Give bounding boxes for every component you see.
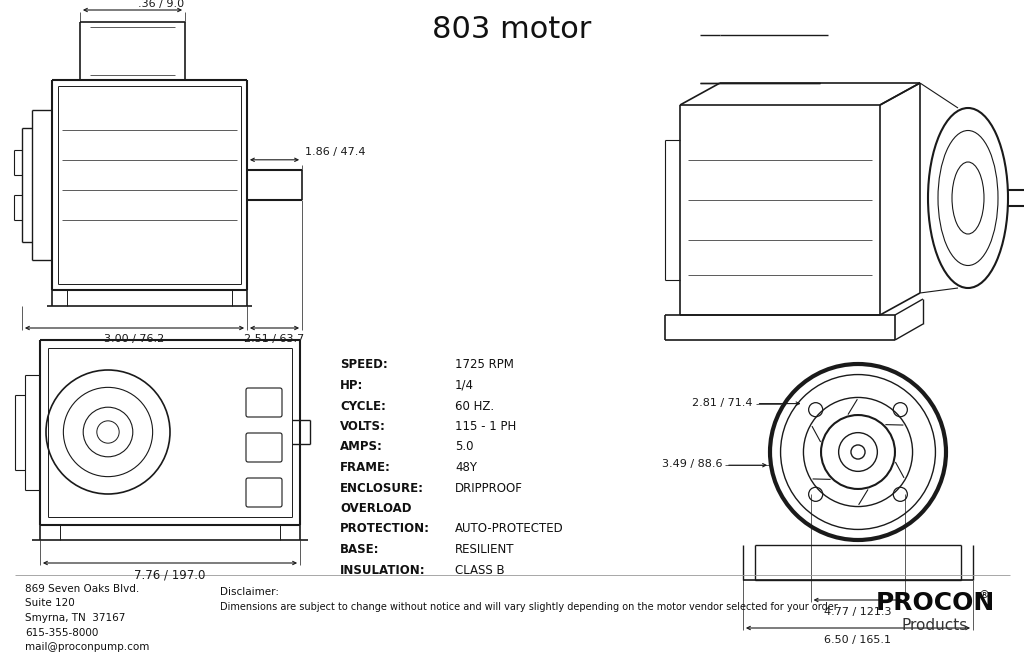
Text: 3.49 / 88.6: 3.49 / 88.6: [662, 459, 722, 469]
Text: BASE:: BASE:: [340, 543, 380, 556]
Text: AMPS:: AMPS:: [340, 440, 383, 453]
Text: 1.86 / 47.4: 1.86 / 47.4: [305, 147, 366, 157]
Text: AUTO-PROTECTED: AUTO-PROTECTED: [455, 522, 564, 536]
Text: 5.0: 5.0: [455, 440, 473, 453]
Text: 869 Seven Oaks Blvd.: 869 Seven Oaks Blvd.: [25, 584, 139, 594]
Text: 115 - 1 PH: 115 - 1 PH: [455, 420, 516, 433]
Text: 2.51 / 63.7: 2.51 / 63.7: [245, 334, 304, 344]
Text: Smyrna, TN  37167: Smyrna, TN 37167: [25, 613, 125, 623]
Text: INSULATION:: INSULATION:: [340, 564, 426, 577]
Text: FRAME:: FRAME:: [340, 461, 391, 474]
Text: mail@proconpump.com: mail@proconpump.com: [25, 642, 150, 652]
Text: DRIPPROOF: DRIPPROOF: [455, 481, 523, 495]
Text: HP:: HP:: [340, 379, 364, 392]
Text: 615-355-8000: 615-355-8000: [25, 627, 98, 638]
Text: Suite 120: Suite 120: [25, 599, 75, 609]
Text: 7.76 / 197.0: 7.76 / 197.0: [134, 569, 206, 582]
Text: 803 motor: 803 motor: [432, 15, 592, 44]
Text: PROCON: PROCON: [876, 591, 994, 615]
Text: VOLTS:: VOLTS:: [340, 420, 386, 433]
Text: 1725 RPM: 1725 RPM: [455, 359, 514, 371]
Text: -3.00 / 76.2-: -3.00 / 76.2-: [100, 334, 169, 344]
Text: OVERLOAD: OVERLOAD: [340, 502, 412, 515]
Text: Dimensions are subject to change without notice and will vary slightly depending: Dimensions are subject to change without…: [220, 602, 838, 612]
Text: 2.81 / 71.4: 2.81 / 71.4: [692, 398, 753, 408]
Text: CYCLE:: CYCLE:: [340, 400, 386, 412]
Text: ®: ®: [978, 590, 989, 600]
Text: .36 / 9.0: .36 / 9.0: [137, 0, 183, 9]
Text: Disclaimer:: Disclaimer:: [220, 587, 279, 597]
Text: 6.50 / 165.1: 6.50 / 165.1: [824, 635, 892, 645]
Text: ENCLOSURE:: ENCLOSURE:: [340, 481, 424, 495]
Text: 4.77 / 121.3: 4.77 / 121.3: [824, 607, 892, 617]
Text: 60 HZ.: 60 HZ.: [455, 400, 495, 412]
Text: RESILIENT: RESILIENT: [455, 543, 514, 556]
Text: 1/4: 1/4: [455, 379, 474, 392]
Text: PROTECTION:: PROTECTION:: [340, 522, 430, 536]
Text: SPEED:: SPEED:: [340, 359, 388, 371]
Text: 48Y: 48Y: [455, 461, 477, 474]
Text: CLASS B: CLASS B: [455, 564, 505, 577]
Text: Products: Products: [902, 619, 968, 634]
